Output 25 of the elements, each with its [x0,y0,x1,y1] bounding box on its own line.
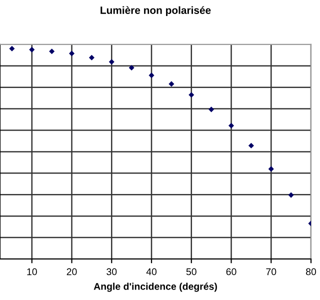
point [288,192,294,198]
x-axis-title: Angle d'incidence (degrés) [94,282,217,292]
point [9,46,15,52]
x-tick-label: 30 [106,268,117,276]
point [68,50,75,56]
point [248,142,254,148]
point [228,122,234,128]
point [208,106,214,112]
point [148,72,154,78]
x-tick-label: 70 [266,268,276,276]
x-tick-label: 50 [186,268,196,276]
x-tick-label: 20 [66,268,77,276]
point [49,48,55,54]
point [88,54,94,60]
point [108,59,114,65]
point [128,64,134,71]
x-tick-label: 80 [306,268,316,276]
point [188,92,194,98]
chart-title: Lumière non polarisée [100,6,211,16]
x-tick-label: 60 [226,268,236,276]
point [29,46,35,52]
point [168,81,174,87]
x-tick-label: 10 [27,268,37,276]
x-tick-label: 40 [146,268,157,276]
point [268,166,274,172]
